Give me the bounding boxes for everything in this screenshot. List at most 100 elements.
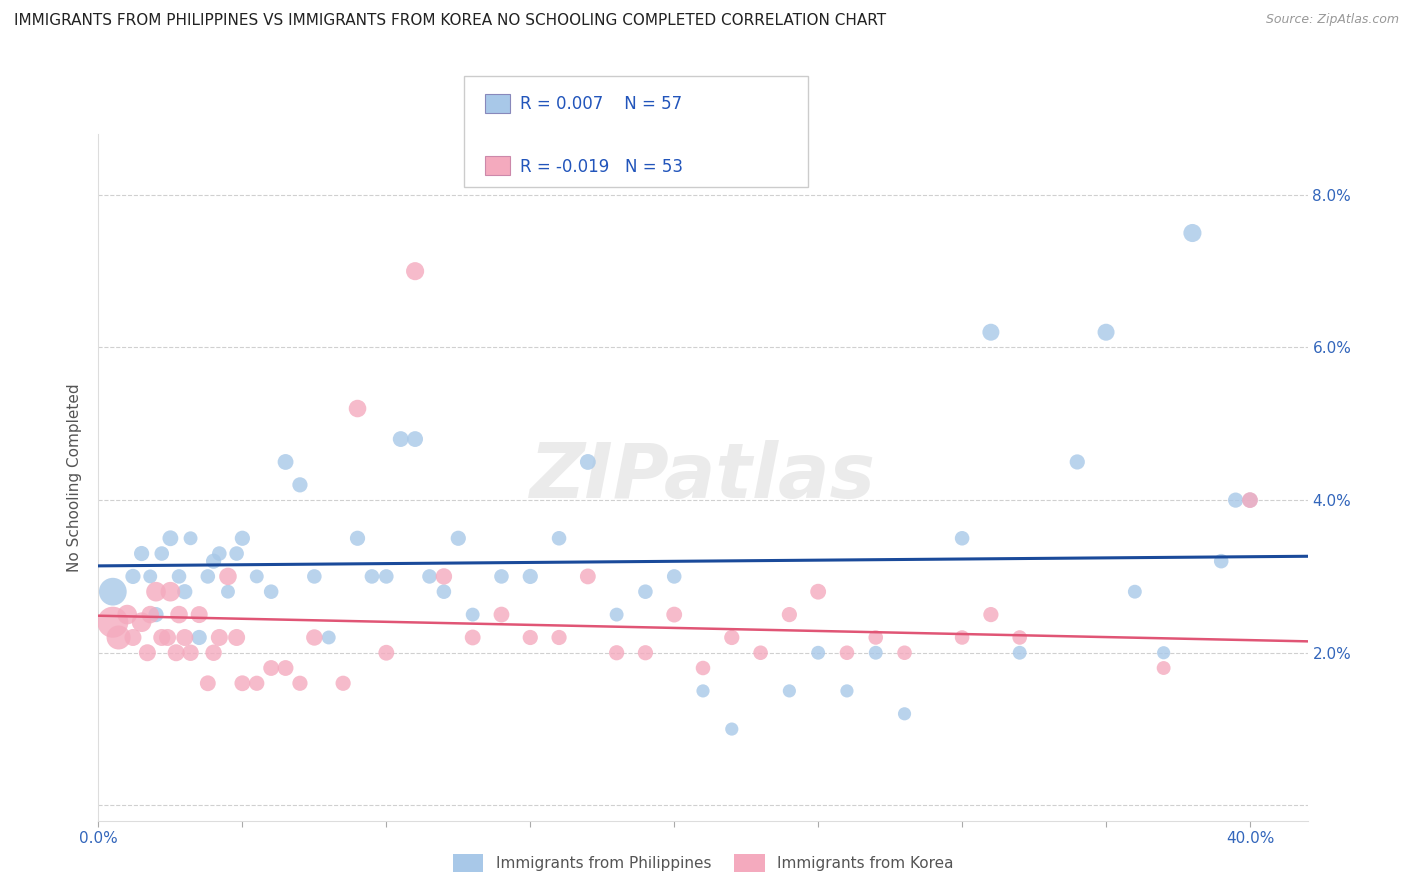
Text: R = -0.019   N = 53: R = -0.019 N = 53 [520, 158, 683, 176]
Text: ZIPatlas: ZIPatlas [530, 441, 876, 514]
Point [835, 646, 858, 660]
Point [461, 631, 484, 645]
Point [980, 325, 1002, 339]
Point [375, 569, 398, 583]
Point [101, 584, 124, 599]
Point [692, 661, 714, 675]
Point [165, 646, 187, 660]
Point [692, 684, 714, 698]
Point [167, 569, 190, 583]
Point [332, 676, 354, 690]
Point [173, 631, 195, 645]
Point [136, 646, 159, 660]
Point [150, 547, 173, 561]
Point [548, 631, 571, 645]
Point [156, 631, 179, 645]
Point [893, 646, 915, 660]
Point [375, 646, 398, 660]
Point [197, 676, 219, 690]
Point [664, 607, 686, 622]
Point [288, 478, 311, 492]
Point [318, 631, 340, 645]
Point [778, 684, 800, 698]
Point [260, 661, 283, 675]
Point [288, 676, 311, 690]
Point [122, 569, 145, 583]
Point [447, 531, 470, 545]
Point [260, 584, 283, 599]
Point [107, 631, 129, 645]
Point [188, 607, 211, 622]
Point [274, 661, 297, 675]
Point [304, 631, 326, 645]
Point [778, 607, 800, 622]
Point [519, 631, 541, 645]
Point [101, 615, 124, 630]
Point [433, 584, 456, 599]
Point [274, 455, 297, 469]
Point [749, 646, 772, 660]
Point [231, 676, 253, 690]
Point [720, 631, 742, 645]
Point [180, 646, 202, 660]
Point [159, 531, 181, 545]
Point [606, 607, 628, 622]
Point [606, 646, 628, 660]
Point [131, 547, 153, 561]
Point [950, 531, 973, 545]
Point [491, 569, 513, 583]
Point [167, 607, 190, 622]
Point [217, 569, 239, 583]
Point [231, 531, 253, 545]
Point [634, 584, 657, 599]
Point [1239, 493, 1261, 508]
Point [576, 455, 599, 469]
Point [433, 569, 456, 583]
Point [225, 631, 247, 645]
Point [145, 607, 167, 622]
Point [208, 631, 231, 645]
Point [180, 531, 202, 545]
Point [1239, 493, 1261, 508]
Point [197, 569, 219, 583]
Point [865, 631, 887, 645]
Point [225, 547, 247, 561]
Point [418, 569, 440, 583]
Point [217, 584, 239, 599]
Point [150, 631, 173, 645]
Point [202, 646, 225, 660]
Point [404, 264, 426, 278]
Point [145, 584, 167, 599]
Point [304, 569, 326, 583]
Text: IMMIGRANTS FROM PHILIPPINES VS IMMIGRANTS FROM KOREA NO SCHOOLING COMPLETED CORR: IMMIGRANTS FROM PHILIPPINES VS IMMIGRANT… [14, 13, 886, 29]
Point [389, 432, 412, 446]
Point [139, 569, 162, 583]
Point [1211, 554, 1233, 568]
Point [139, 607, 162, 622]
Text: R = 0.007    N = 57: R = 0.007 N = 57 [520, 95, 682, 113]
Point [1123, 584, 1146, 599]
Point [1225, 493, 1247, 508]
Point [807, 584, 830, 599]
Point [519, 569, 541, 583]
Legend: Immigrants from Philippines, Immigrants from Korea: Immigrants from Philippines, Immigrants … [447, 848, 959, 879]
Point [159, 584, 181, 599]
Point [208, 547, 231, 561]
Point [202, 554, 225, 568]
Point [865, 646, 887, 660]
Point [548, 531, 571, 545]
Point [807, 646, 830, 660]
Point [1153, 646, 1175, 660]
Y-axis label: No Schooling Completed: No Schooling Completed [67, 383, 83, 572]
Point [1066, 455, 1088, 469]
Point [950, 631, 973, 645]
Point [122, 631, 145, 645]
Point [346, 531, 368, 545]
Point [980, 607, 1002, 622]
Point [1095, 325, 1118, 339]
Point [720, 722, 742, 736]
Point [188, 631, 211, 645]
Point [404, 432, 426, 446]
Point [246, 676, 269, 690]
Point [893, 706, 915, 721]
